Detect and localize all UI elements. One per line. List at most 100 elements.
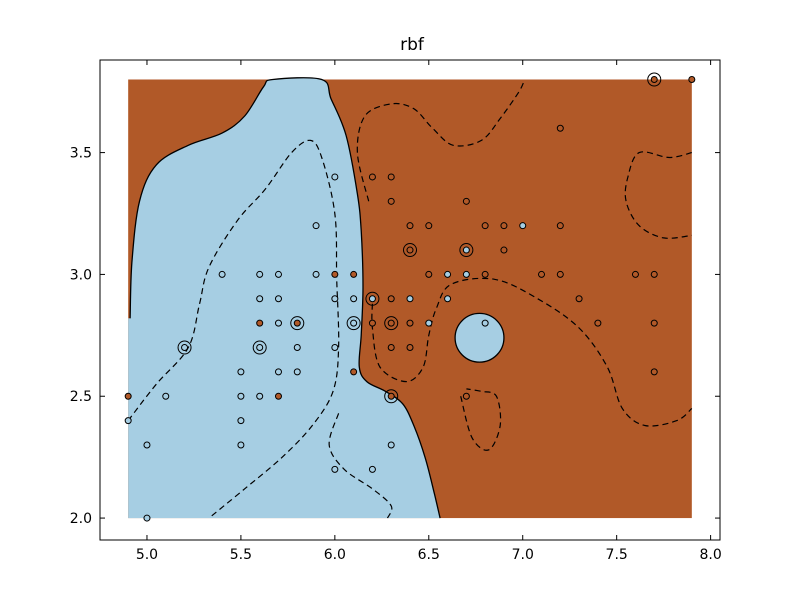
data-point [368, 295, 376, 303]
support-vector-ring [384, 316, 399, 331]
data-point [631, 270, 639, 278]
support-vector-ring [459, 243, 474, 258]
data-point [237, 392, 245, 400]
data-point [124, 392, 132, 400]
data-point [556, 222, 564, 230]
support-vector-ring [346, 316, 361, 331]
data-point [387, 441, 395, 449]
data-point [331, 173, 339, 181]
data-point [350, 295, 358, 303]
data-point [594, 319, 602, 327]
data-point [406, 319, 414, 327]
data-point [481, 319, 489, 327]
data-point [650, 75, 658, 83]
margin-line [328, 413, 393, 519]
data-point [444, 295, 452, 303]
data-point [406, 295, 414, 303]
data-point [387, 344, 395, 352]
data-point [406, 246, 414, 254]
data-point [406, 222, 414, 230]
data-point [556, 270, 564, 278]
y-tick-label: 3.0 [70, 267, 92, 283]
data-point [256, 319, 264, 327]
data-point [406, 344, 414, 352]
data-point [387, 197, 395, 205]
x-tick-label: 6.5 [418, 547, 440, 563]
y-tick-label: 2.5 [70, 389, 92, 405]
data-point [444, 270, 452, 278]
data-point [650, 270, 658, 278]
y-tick-label: 3.5 [70, 146, 92, 162]
data-point [293, 368, 301, 376]
data-point [481, 270, 489, 278]
island-region [454, 312, 505, 363]
data-point [538, 270, 546, 278]
data-point [331, 344, 339, 352]
decision-boundary [129, 77, 441, 519]
margin-line [624, 151, 692, 239]
data-point [124, 417, 132, 425]
x-tick-label: 8.0 [699, 547, 721, 563]
x-tick-label: 7.5 [606, 547, 628, 563]
data-point [218, 270, 226, 278]
data-point [575, 295, 583, 303]
data-point [500, 222, 508, 230]
y-tick-label: 2.0 [70, 511, 92, 527]
data-point [293, 319, 301, 327]
data-point [331, 270, 339, 278]
data-point [237, 368, 245, 376]
data-point [331, 295, 339, 303]
region-class-a [128, 77, 441, 519]
data-point [256, 392, 264, 400]
data-point [650, 368, 658, 376]
margin-line [371, 277, 693, 427]
x-tick-label: 7.0 [512, 547, 534, 563]
data-point [143, 441, 151, 449]
support-vector-ring [365, 291, 380, 306]
margin-line [460, 388, 502, 451]
data-point [387, 295, 395, 303]
data-point [237, 417, 245, 425]
data-point [500, 246, 508, 254]
x-tick-label: 5.0 [136, 547, 158, 563]
data-point [331, 465, 339, 473]
x-tick-label: 5.5 [230, 547, 252, 563]
data-point [237, 441, 245, 449]
data-point [274, 295, 282, 303]
data-point [256, 270, 264, 278]
support-vector-ring [290, 316, 305, 331]
axes-frame [99, 59, 721, 541]
support-vector-ring [647, 72, 662, 87]
data-point [387, 173, 395, 181]
axis-ticks: 5.0 5.5 6.0 6.5 7.0 7.5 8.0 2.0 2.5 3.0 3.5 [70, 59, 722, 563]
data-point [462, 246, 470, 254]
data-point [425, 319, 433, 327]
data-point [293, 344, 301, 352]
data-point [256, 295, 264, 303]
data-point [519, 222, 527, 230]
data-point [162, 392, 170, 400]
data-point [350, 319, 358, 327]
data-point [425, 270, 433, 278]
data-point [462, 392, 470, 400]
data-point [312, 222, 320, 230]
data-point [368, 173, 376, 181]
chart-title: rbf [400, 35, 425, 55]
data-point [387, 392, 395, 400]
support-vector-ring [252, 340, 267, 355]
data-point [274, 368, 282, 376]
data-point [256, 344, 264, 352]
data-point [481, 222, 489, 230]
data-point [556, 124, 564, 132]
data-point [312, 270, 320, 278]
data-point [650, 319, 658, 327]
data-point [368, 465, 376, 473]
support-vector-ring [177, 340, 192, 355]
support-vector-ring [403, 243, 417, 258]
data-point [688, 75, 696, 83]
data-point [274, 270, 282, 278]
data-point [274, 319, 282, 327]
margin-line [127, 139, 340, 519]
x-tick-label: 6.0 [324, 547, 346, 563]
